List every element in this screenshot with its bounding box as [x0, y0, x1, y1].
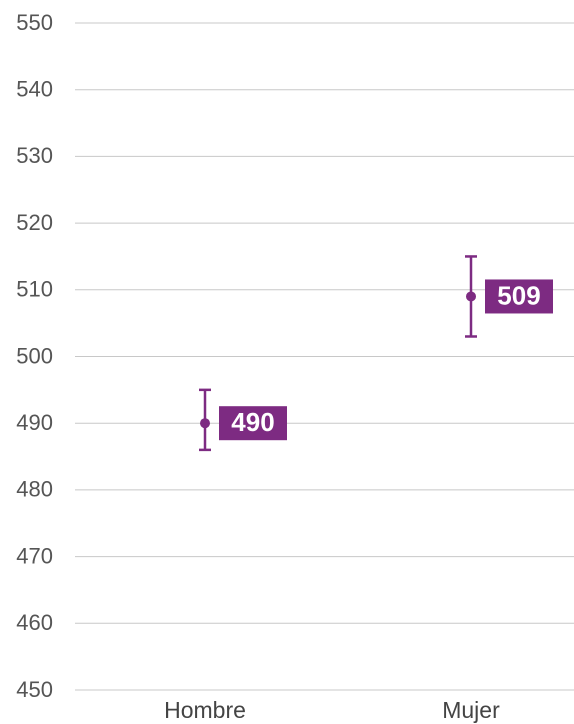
value-label-box [219, 406, 287, 441]
value-label-box [485, 279, 553, 314]
y-tick-label: 520 [16, 210, 53, 235]
y-tick-label: 490 [16, 410, 53, 435]
x-tick-label: Mujer [442, 697, 500, 723]
point [466, 291, 476, 302]
x-tick-label: Hombre [164, 697, 246, 723]
y-tick-label: 540 [16, 77, 53, 102]
y-tick-label: 510 [16, 277, 53, 302]
point [200, 418, 210, 429]
y-tick-label: 450 [16, 677, 53, 702]
value-label: 509 [497, 280, 540, 310]
y-tick-label: 460 [16, 610, 53, 635]
y-tick-label: 480 [16, 477, 53, 502]
y-tick-label: 470 [16, 543, 53, 568]
value-label: 490 [231, 407, 274, 437]
y-tick-label: 500 [16, 343, 53, 368]
y-tick-label: 550 [16, 10, 53, 35]
y-tick-label: 530 [16, 143, 53, 168]
